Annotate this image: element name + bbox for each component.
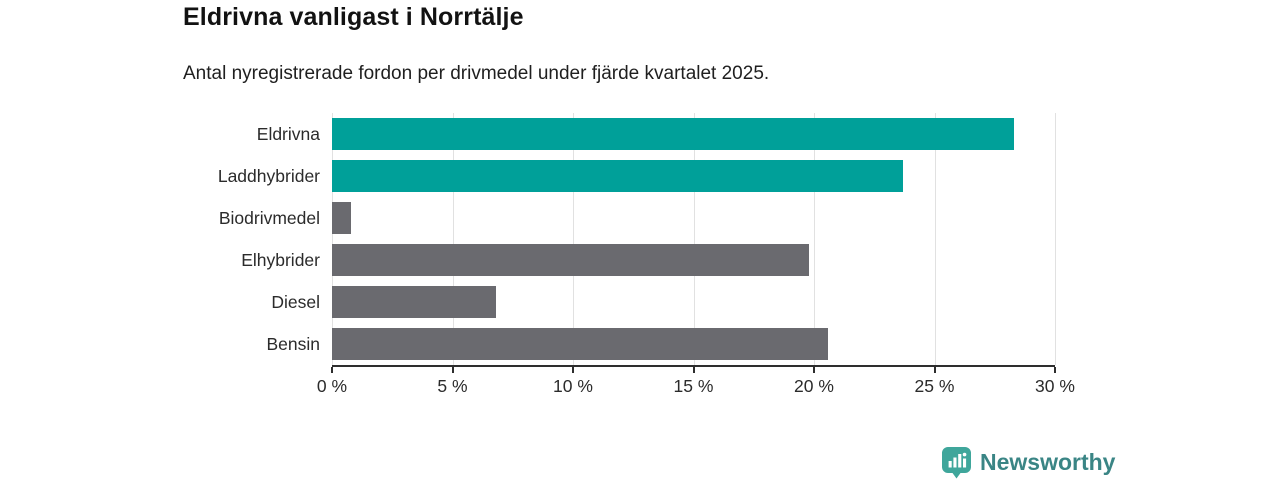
category-label: Biodrivmedel — [218, 208, 320, 228]
x-tick-label: 25 % — [914, 376, 955, 396]
category-label: Elhybrider — [241, 250, 320, 270]
x-tick-label: 20 % — [794, 376, 834, 396]
x-axis: 0 % 5 % 10 % 15 % 20 % 25 % 30 % — [317, 365, 1075, 405]
category-label: Bensin — [266, 334, 320, 354]
bar-laddhybrider — [332, 160, 904, 192]
gridline — [452, 113, 454, 365]
category-label: Eldrivna — [256, 124, 320, 144]
newsworthy-logo-icon — [942, 447, 971, 479]
x-tick-mark — [933, 367, 936, 373]
x-tick-mark — [692, 367, 695, 373]
x-tick-label: 30 % — [1035, 376, 1075, 396]
bar-eldrivna — [332, 118, 1015, 150]
brand-footer: Newsworthy — [941, 446, 1115, 479]
gridline — [1055, 113, 1056, 365]
gridline — [814, 113, 815, 365]
gridline — [332, 113, 333, 365]
bar-diesel — [332, 286, 496, 318]
bar-elhybrider — [332, 244, 810, 276]
x-tick-mark — [451, 367, 454, 373]
plot-area — [332, 113, 1056, 365]
gridline — [934, 113, 936, 365]
gridline — [573, 113, 574, 365]
x-tick-mark — [331, 367, 333, 373]
category-label: Laddhybrider — [217, 166, 320, 186]
x-tick-mark — [813, 367, 815, 373]
x-axis-line — [332, 365, 1055, 367]
x-tick-label: 15 % — [673, 376, 714, 396]
x-tick-label: 10 % — [553, 376, 593, 396]
x-tick-mark — [572, 367, 574, 373]
category-label: Diesel — [271, 292, 320, 312]
chart-subtitle: Antal nyregistrerade fordon per drivmede… — [183, 63, 770, 84]
brand-name: Newsworthy — [980, 449, 1116, 475]
chart-title: Eldrivna vanligast i Norrtälje — [183, 3, 524, 31]
x-tick-mark — [1054, 367, 1056, 373]
category-axis: Eldrivna Laddhybrider Biodrivmedel Elhybrid… — [0, 113, 332, 365]
gridline — [693, 113, 695, 365]
bar-biodrivmedel — [332, 202, 352, 234]
x-tick-label: 0 % — [316, 376, 348, 396]
x-tick-label: 5 % — [437, 376, 468, 396]
bar-bensin — [332, 328, 829, 360]
